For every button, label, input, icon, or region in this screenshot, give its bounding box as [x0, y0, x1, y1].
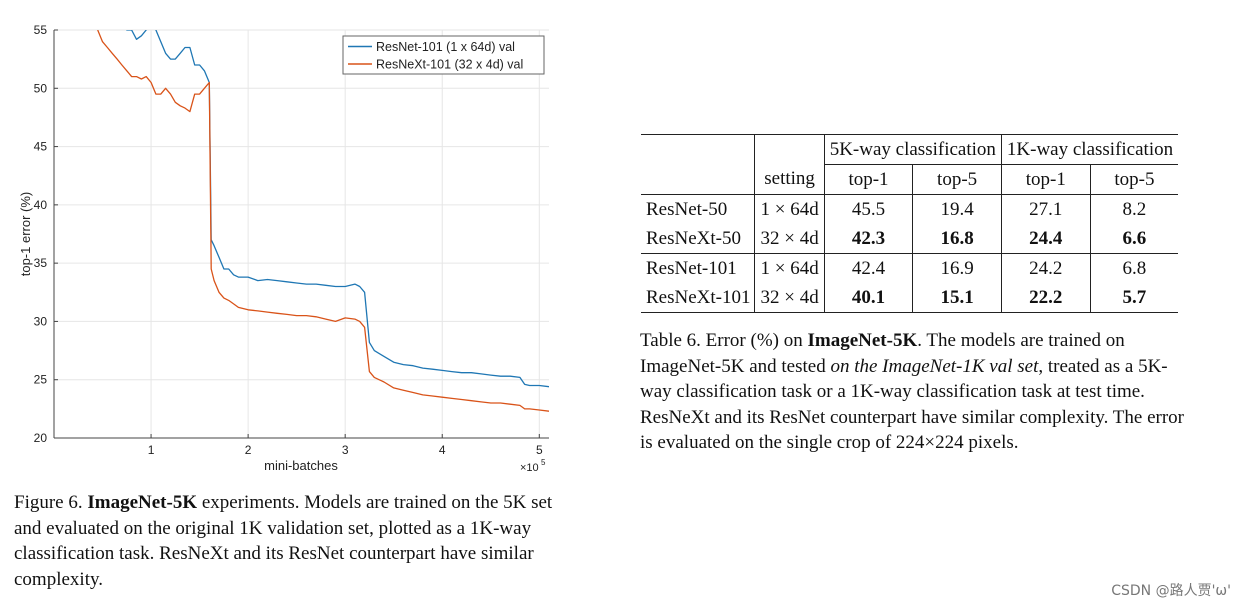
cell-value: 24.2: [1000, 253, 1091, 283]
figure-caption-label: Figure 6.: [14, 492, 83, 513]
table-header-row-2: setting top-1 top-5 top-1 top-5: [641, 164, 1179, 195]
header-setting: setting: [754, 164, 825, 195]
header-1k-top5: top-5: [1089, 164, 1179, 195]
row-model: ResNeXt-101: [641, 283, 755, 313]
y-tick-label: 35: [34, 256, 48, 270]
x-tick-label: 3: [342, 443, 349, 457]
y-tick-label: 25: [34, 373, 48, 387]
x-tick-label: 1: [148, 443, 155, 457]
table-caption-italic: on the ImageNet-1K val set: [830, 355, 1039, 377]
row-setting: 1 × 64d: [754, 194, 825, 224]
y-tick-label: 50: [34, 81, 48, 95]
cell-value: 8.2: [1089, 194, 1179, 224]
cell-value: 16.9: [912, 253, 1002, 283]
series-lines: [97, 30, 549, 412]
table-caption-text-1: . The models are trained on ImageNet-5K …: [640, 330, 1125, 377]
results-table: 5K-way classification 1K-way classificat…: [641, 134, 1179, 313]
header-model: [641, 165, 755, 195]
legend-label-resnext: ResNeXt-101 (32 x 4d) val: [376, 58, 523, 72]
cell-value: 15.1: [912, 283, 1002, 313]
x-axis-label: mini-batches: [264, 458, 338, 473]
y-tick-label: 20: [34, 431, 48, 445]
cell-value: 24.4: [1000, 224, 1091, 254]
x-multiplier-label: ×10: [520, 462, 539, 474]
row-setting: 1 × 64d: [754, 253, 825, 283]
table-caption-text-2: , treated as a 5K-way classification tas…: [640, 355, 1184, 454]
table-row: ResNeXt-101 32 × 4d 40.1 15.1 22.2 5.7: [641, 283, 1179, 313]
cell-value: 5.7: [1089, 283, 1179, 313]
header-5k: 5K-way classification: [823, 134, 1002, 165]
y-tick-label: 55: [34, 23, 48, 37]
x-tick-label: 5: [536, 443, 543, 457]
plot-area: [54, 30, 549, 438]
cell-value: 42.4: [823, 253, 913, 283]
cell-value: 40.1: [823, 283, 913, 313]
y-tick-label: 45: [34, 140, 48, 154]
table-row: ResNet-101 1 × 64d 42.4 16.9 24.2 6.8: [641, 253, 1179, 283]
row-model: ResNet-50: [641, 194, 755, 224]
header-1k-top1: top-1: [1000, 164, 1091, 195]
figure-caption-bold: ImageNet-5K: [87, 492, 198, 513]
table-row: ResNeXt-50 32 × 4d 42.3 16.8 24.4 6.6: [641, 224, 1179, 254]
watermark: CSDN @路人贾'ω': [1111, 583, 1231, 599]
x-multiplier-exponent: 5: [541, 458, 546, 467]
series-line-resnext-101: [97, 30, 549, 412]
header-1k: 1K-way classification: [1000, 134, 1179, 165]
header-setting-top: [754, 134, 825, 165]
table-header-row-1: 5K-way classification 1K-way classificat…: [641, 134, 1179, 165]
series-line-resnet-101: [125, 30, 549, 388]
cell-value: 45.5: [823, 194, 913, 224]
grid: [54, 29, 549, 439]
table-caption-label: Table 6. Error (%) on: [640, 330, 808, 351]
cell-value: 6.8: [1089, 253, 1179, 283]
legend: ResNet-101 (1 x 64d) val ResNeXt-101 (32…: [342, 35, 545, 75]
row-setting: 32 × 4d: [754, 224, 825, 254]
cell-value: 22.2: [1000, 283, 1091, 313]
figure-caption: Figure 6. ImageNet-5K experiments. Model…: [14, 490, 570, 592]
axes: [53, 29, 549, 439]
x-tick-label: 4: [439, 443, 446, 457]
cell-value: 16.8: [912, 224, 1002, 254]
y-tick-label: 40: [34, 198, 48, 212]
legend-label-resnet: ResNet-101 (1 x 64d) val: [376, 40, 515, 54]
x-tick-label: 2: [245, 443, 252, 457]
cell-value: 27.1: [1000, 194, 1091, 224]
row-setting: 32 × 4d: [754, 283, 825, 313]
figure-caption-text: experiments. Models are trained on the 5…: [14, 492, 553, 590]
table-row: ResNet-50 1 × 64d 45.5 19.4 27.1 8.2: [641, 194, 1179, 224]
table-caption-bold: ImageNet-5K: [807, 330, 918, 351]
row-model: ResNet-101: [641, 253, 755, 283]
y-tick-label: 30: [34, 314, 48, 328]
cell-value: 6.6: [1089, 224, 1179, 254]
header-empty: [641, 134, 755, 165]
cell-value: 19.4: [912, 194, 1002, 224]
y-axis-label: top-1 error (%): [18, 192, 33, 277]
legend-box: [342, 35, 545, 75]
cell-value: 42.3: [823, 224, 913, 254]
table-caption: Table 6. Error (%) on ImageNet-5K. The m…: [640, 328, 1196, 456]
header-5k-top1: top-1: [823, 164, 913, 195]
header-5k-top5: top-5: [912, 164, 1002, 195]
row-model: ResNeXt-50: [646, 227, 741, 249]
